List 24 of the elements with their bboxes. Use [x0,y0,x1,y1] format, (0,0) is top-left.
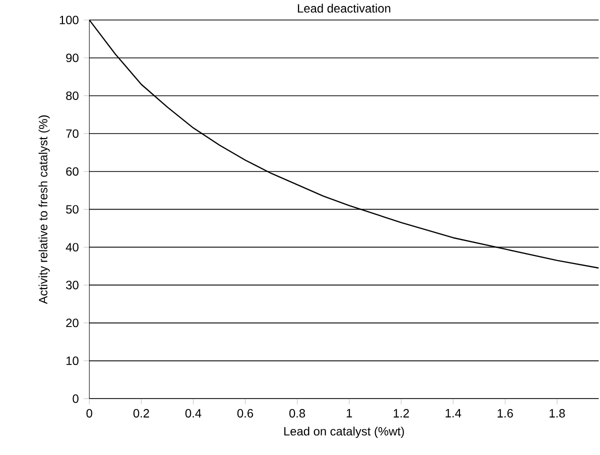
x-tick-label: 0.8 [289,409,306,418]
x-axis-title: Lead on catalyst (%wt) [284,426,404,438]
y-tick-label: 40 [66,243,78,252]
y-tick-label: 10 [66,356,78,366]
y-tick-label: 20 [66,318,78,328]
chart-title: Lead deactivation [298,4,390,13]
y-tick-label: 100 [60,16,78,24]
x-tick-label: 1 [346,409,352,418]
x-tick-label: 1.4 [446,409,462,418]
x-tick-label: 1.2 [394,409,409,418]
x-tick-label: 0 [86,409,92,418]
y-tick-label: 0 [72,394,78,404]
y-tick-label: 60 [66,167,78,176]
y-tick-label: 90 [66,54,78,62]
x-tick-label: 1.8 [550,409,565,418]
y-tick-label: 30 [66,280,78,290]
y-tick-label: 80 [66,92,78,100]
y-tick-label: 70 [66,130,78,138]
y-axis-title: Activity relative to fresh catalyst (%) [38,116,50,304]
x-tick-label: 0.4 [185,409,202,418]
x-tick-label: 1.6 [498,409,513,418]
x-tick-label: 0.6 [237,409,254,418]
y-tick-label: 50 [66,205,78,214]
x-tick-label: 0.2 [133,409,150,418]
